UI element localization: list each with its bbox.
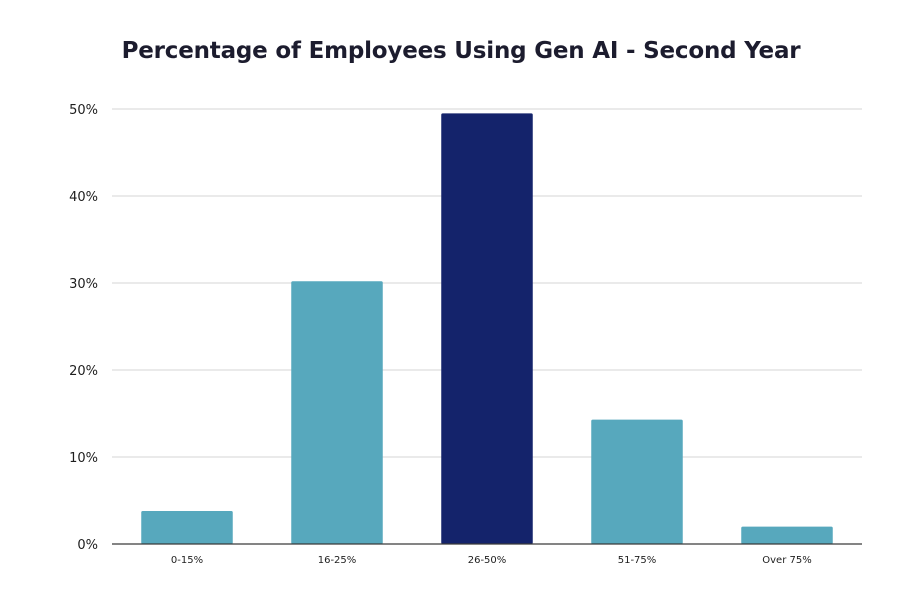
bar-over-75 [741,526,833,544]
bars [141,113,833,544]
x-tick-label: 16-25% [318,555,357,566]
x-tick-label: 26-50% [468,555,507,566]
y-tick-label: 0% [77,538,98,553]
bar-26-50 [441,113,533,544]
y-tick-label: 30% [69,277,98,292]
y-tick-label: 50% [69,103,98,118]
x-tick-label: 0-15% [171,555,203,566]
x-axis-tick-labels: 0-15% 16-25% 26-50% 51-75% Over 75% [171,555,812,566]
bar-51-75 [591,419,683,544]
y-axis-tick-labels: 0% 10% 20% 30% 40% 50% [69,103,98,553]
chart-title: Percentage of Employees Using Gen AI - S… [121,38,801,64]
y-tick-label: 40% [69,190,98,205]
x-tick-label: 51-75% [618,555,657,566]
bar-0-15 [141,510,233,544]
bar-16-25 [291,281,383,544]
y-tick-label: 20% [69,364,98,379]
y-tick-label: 10% [69,451,98,466]
x-tick-label: Over 75% [762,555,811,566]
